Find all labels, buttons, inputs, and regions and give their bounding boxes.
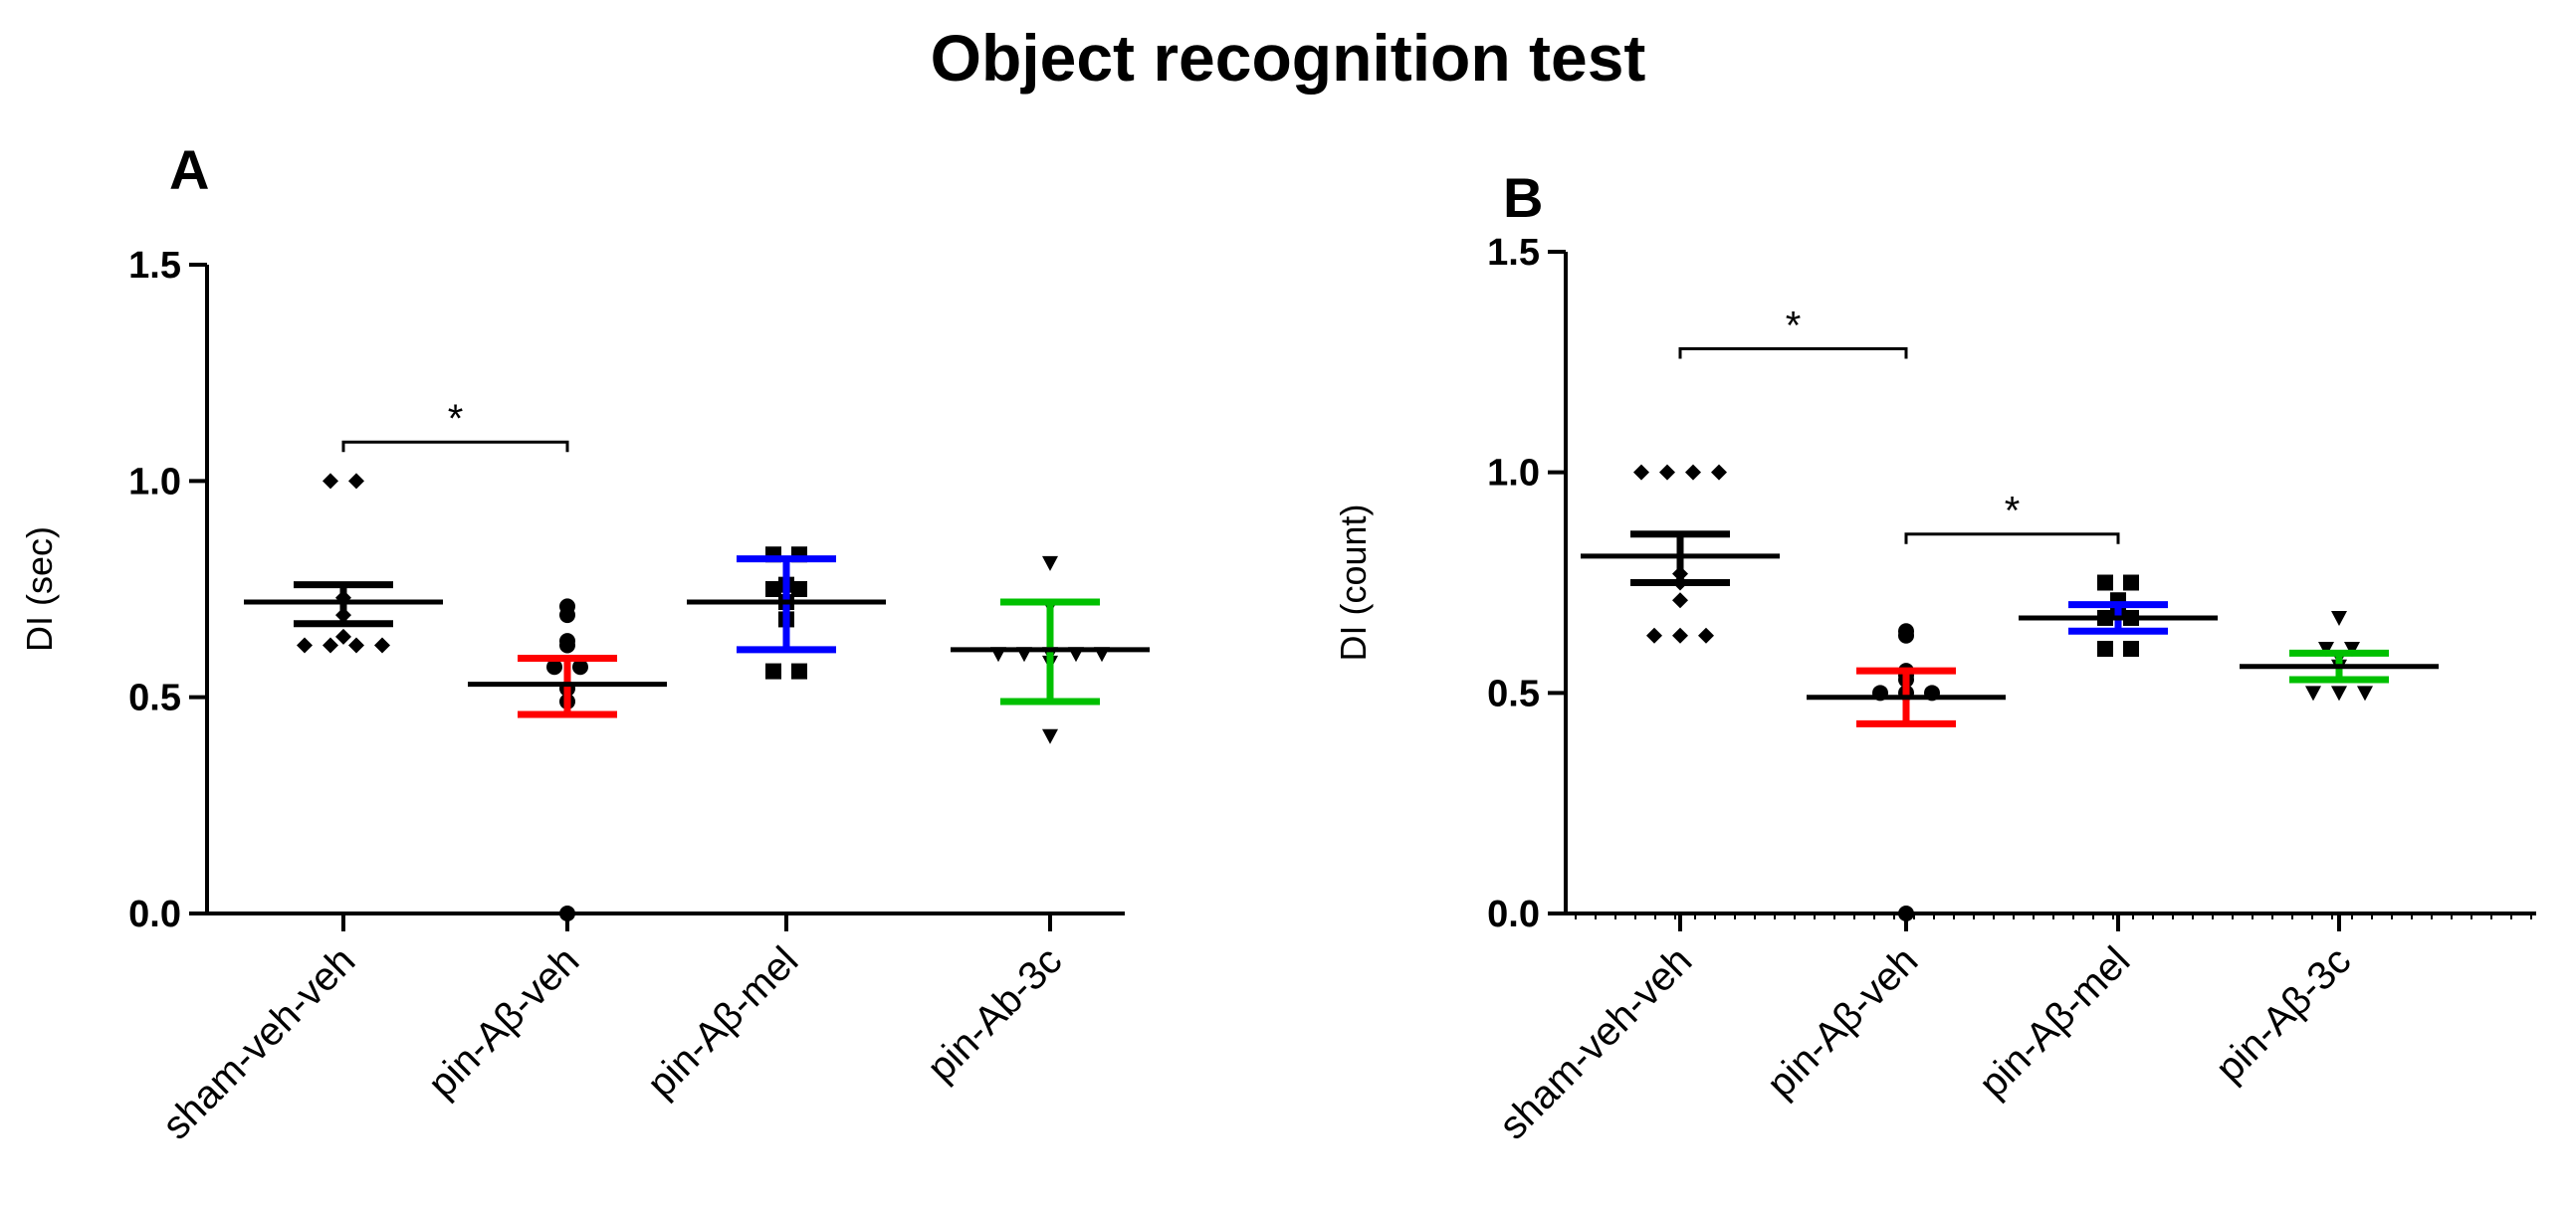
data-point xyxy=(322,473,338,490)
series-pin-a-3c xyxy=(2240,610,2439,702)
data-point xyxy=(335,628,351,645)
y-axis-label: DI (count) xyxy=(1333,504,1374,661)
data-point xyxy=(546,659,562,676)
y-tick-label: 1.0 xyxy=(1487,453,1540,495)
data-point xyxy=(374,637,390,654)
data-point xyxy=(2331,610,2347,626)
bracket-line xyxy=(1678,347,1908,359)
series-sham-veh-veh xyxy=(1581,464,1780,644)
y-tick-label: 1.0 xyxy=(128,461,181,503)
data-point xyxy=(322,637,338,654)
data-point xyxy=(1646,627,1662,644)
y-tick-label: 1.5 xyxy=(1487,232,1540,274)
figure-title: Object recognition test xyxy=(930,21,1646,95)
data-point xyxy=(559,906,575,921)
data-point xyxy=(1711,464,1727,481)
data-point xyxy=(1042,555,1058,571)
data-point xyxy=(297,637,313,654)
data-point xyxy=(348,637,364,654)
panel-a: A DI (sec) 0.0 0.5 1.0 1.5 sham-veh-veh pin-Aβ-… xyxy=(19,138,1150,1148)
data-point xyxy=(1042,728,1058,744)
panel-label: A xyxy=(169,138,209,201)
series-pin-ab-3c xyxy=(951,555,1150,744)
data-point xyxy=(1698,627,1714,644)
x-tick-label-sham-veh-veh: sham-veh-veh xyxy=(154,938,363,1147)
data-point xyxy=(559,607,575,624)
significance-bracket: * xyxy=(1678,304,1908,359)
y-tick-label: 1.5 xyxy=(128,245,181,287)
data-point xyxy=(2123,641,2139,657)
significance-star: * xyxy=(448,397,464,441)
data-point xyxy=(765,581,781,597)
series-pin-a-veh xyxy=(468,598,667,921)
data-point xyxy=(2331,686,2347,702)
x-tick-label-pin-a-3c: pin-Aβ-3c xyxy=(2208,938,2360,1091)
x-tick-label-pin-a-veh: pin-Aβ-veh xyxy=(420,938,587,1106)
y-tick-label: 0.0 xyxy=(128,894,181,935)
data-point xyxy=(2305,686,2321,702)
data-point xyxy=(2318,642,2334,657)
data-point xyxy=(1898,627,1914,644)
x-tick-label-sham-veh-veh: sham-veh-veh xyxy=(1491,938,1700,1147)
data-point xyxy=(1672,627,1688,644)
data-point xyxy=(765,663,781,680)
x-tick-label-pin-a-veh: pin-Aβ-veh xyxy=(1759,938,1926,1106)
data-point xyxy=(2123,574,2139,591)
y-axis-label: DI (sec) xyxy=(19,526,60,652)
significance-bracket: * xyxy=(341,397,569,453)
data-point xyxy=(1659,464,1675,481)
data-point xyxy=(348,473,364,490)
panel-label: B xyxy=(1503,166,1543,229)
y-tick-label: 0.5 xyxy=(1487,673,1540,714)
significance-star: * xyxy=(1786,304,1802,348)
data-point xyxy=(1672,592,1688,609)
x-tick-label-pin-ab-3c: pin-Ab-3c xyxy=(919,938,1070,1090)
data-point xyxy=(1633,464,1649,481)
data-point xyxy=(791,663,807,680)
data-point xyxy=(2357,686,2373,702)
bracket-line xyxy=(341,440,569,453)
series-pin-a-mel xyxy=(2019,574,2218,657)
data-point xyxy=(791,581,807,597)
data-point xyxy=(2344,642,2360,657)
series-sham-veh-veh xyxy=(244,473,443,654)
data-point xyxy=(572,659,588,676)
bracket-line xyxy=(1904,532,2120,544)
significance-star: * xyxy=(2005,490,2021,533)
x-tick-label-pin-a-mel: pin-Aβ-mel xyxy=(639,938,806,1106)
x-tick-label-pin-a-mel: pin-Aβ-mel xyxy=(1971,938,2138,1106)
data-point xyxy=(559,637,575,654)
y-tick-label: 0.0 xyxy=(1487,894,1540,935)
series-pin-a-veh xyxy=(1807,623,2006,921)
data-point xyxy=(1898,906,1914,921)
series-pin-a-mel xyxy=(687,546,886,680)
panel-b: B DI (count) 0.0 0.5 1.0 1.5 sham-veh-veh pin-A… xyxy=(1333,166,2536,1148)
y-tick-label: 0.5 xyxy=(128,678,181,719)
data-point xyxy=(2097,641,2113,657)
data-point xyxy=(1685,464,1701,481)
data-point xyxy=(2097,574,2113,591)
significance-bracket: * xyxy=(1904,490,2120,544)
